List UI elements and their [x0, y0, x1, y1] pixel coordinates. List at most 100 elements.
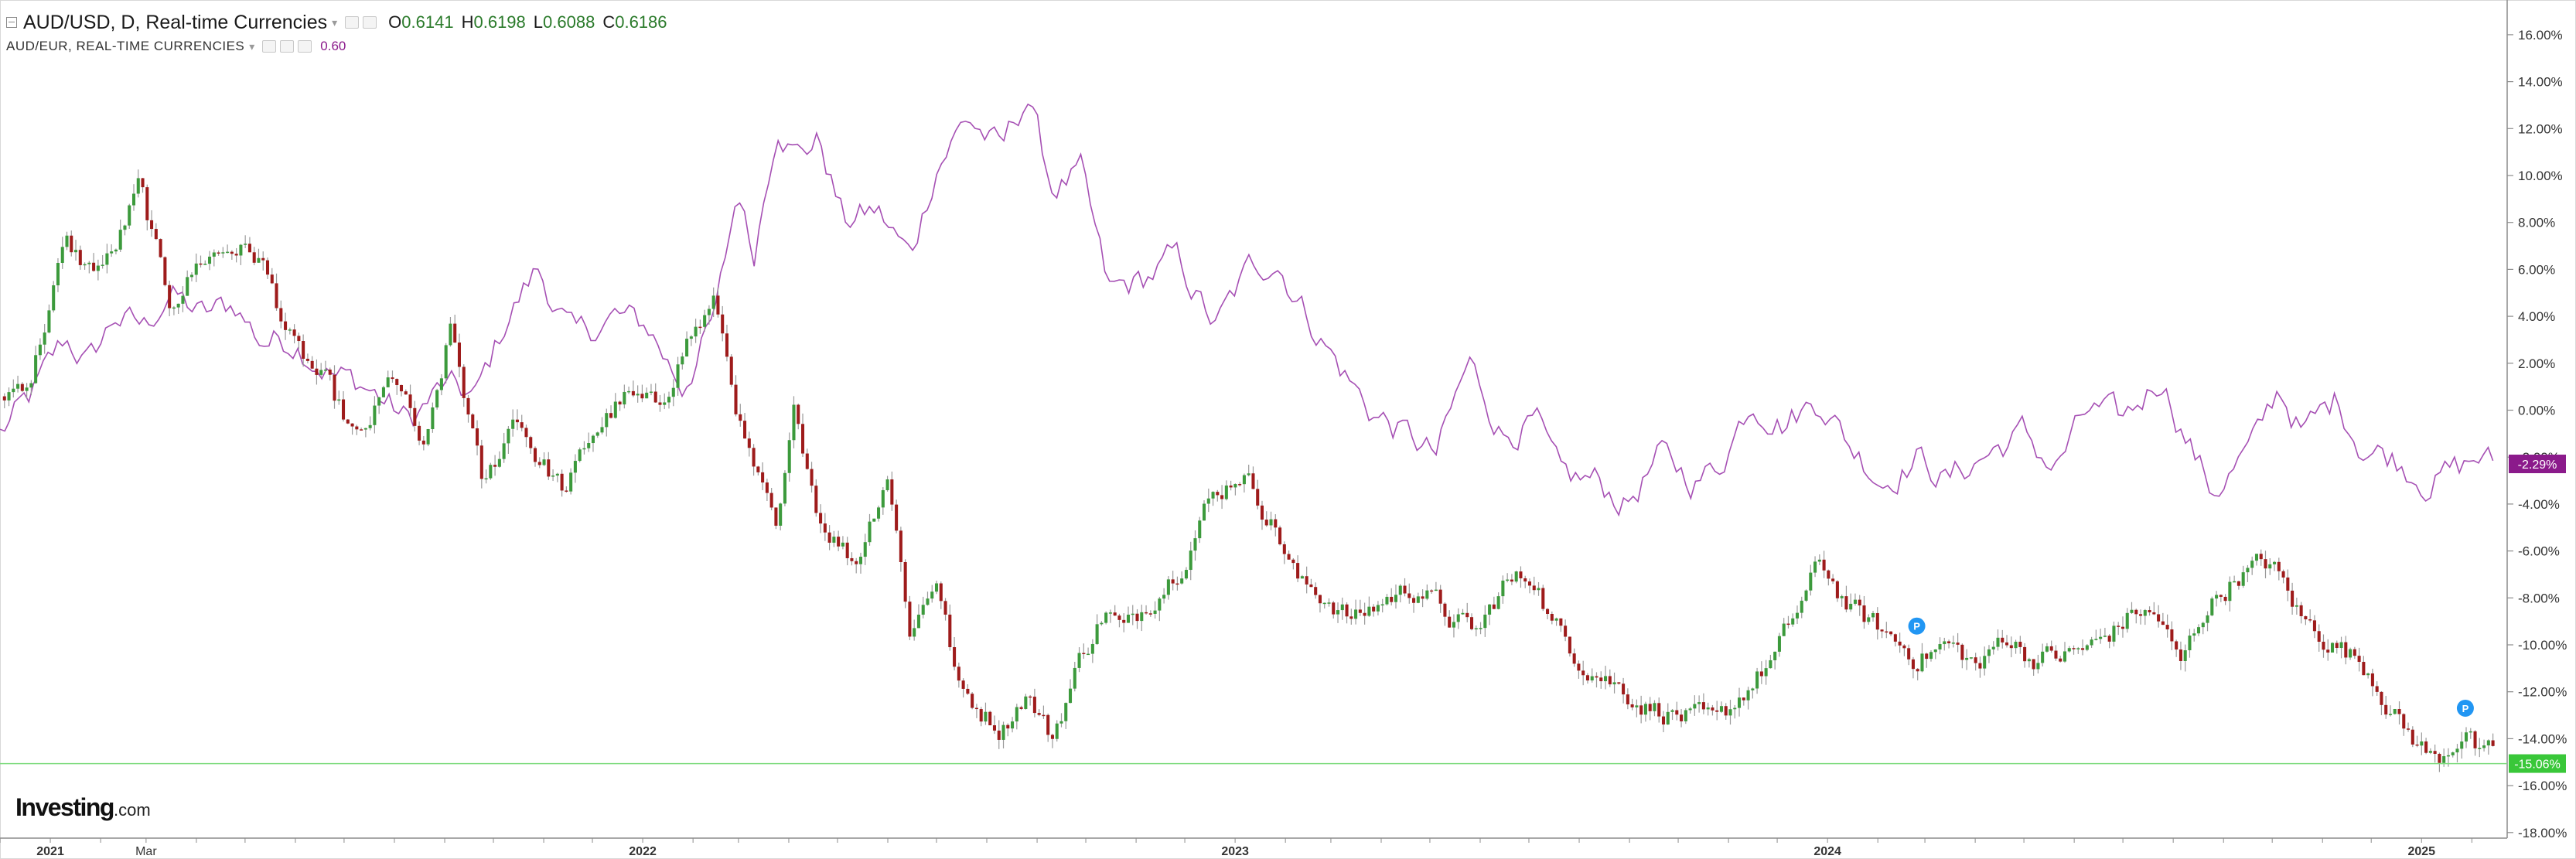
- candle-body: [1180, 578, 1184, 584]
- chevron-down-icon[interactable]: ▾: [249, 39, 255, 53]
- candle-body: [805, 453, 809, 469]
- candle-body: [2433, 751, 2437, 755]
- candle-body: [145, 187, 149, 220]
- candle-body: [2228, 581, 2232, 602]
- candle-body: [1068, 688, 1073, 704]
- candle-body: [404, 391, 408, 395]
- candle-body: [2322, 641, 2325, 650]
- candle-body: [1831, 578, 1835, 581]
- candle-body: [1438, 589, 1442, 604]
- candle-body: [2451, 752, 2455, 755]
- candle-body: [2357, 656, 2361, 663]
- event-marker-label: P: [2462, 703, 2469, 714]
- candle-body: [1786, 623, 1790, 626]
- candle-body: [2326, 649, 2330, 653]
- candle-body: [1974, 657, 1977, 663]
- candle-body: [2072, 648, 2076, 649]
- candle-body: [2384, 704, 2388, 715]
- candle-body: [627, 390, 631, 393]
- candle-body: [1755, 671, 1759, 689]
- candle-body: [1100, 622, 1104, 625]
- candle-body: [971, 694, 974, 708]
- candle-body: [2339, 642, 2343, 649]
- candle-body: [1622, 683, 1626, 695]
- candle-body: [449, 323, 452, 346]
- candlestick-series-aud-usd: [2, 169, 2495, 772]
- candle-body: [1220, 495, 1224, 499]
- symbol-title[interactable]: AUD/USD, D, Real-time Currencies: [23, 11, 328, 33]
- settings-icon[interactable]: [345, 16, 360, 29]
- candle-body: [1162, 595, 1166, 599]
- candle-body: [921, 605, 925, 615]
- event-marker[interactable]: [1908, 617, 1926, 635]
- candle-body: [649, 391, 653, 394]
- y-axis: 16.00% 14.00% 12.00% 10.00% 8.00% 6.00% 4.00% 2…: [2507, 28, 2567, 840]
- candle-body: [226, 251, 230, 254]
- candle-body: [1929, 652, 1933, 660]
- candle-body: [1247, 473, 1250, 476]
- candle-body: [1777, 636, 1781, 652]
- candle-body: [2059, 658, 2063, 662]
- compare-title[interactable]: AUD/EUR, REAL-TIME CURRENCIES: [6, 39, 245, 53]
- candle-body: [1666, 711, 1670, 724]
- legend-main-row[interactable]: AUD/USD, D, Real-time Currencies ▾ O 0.61…: [6, 9, 667, 36]
- candle-body: [2175, 641, 2179, 650]
- x-tick-label: 2024: [1813, 845, 1841, 858]
- candle-body: [399, 384, 404, 392]
- candle-body: [1309, 584, 1313, 588]
- candle-body: [1885, 631, 1888, 633]
- candle-body: [1546, 608, 1550, 614]
- candle-body: [47, 310, 51, 333]
- candle-body: [1862, 605, 1866, 622]
- candle-body: [2112, 626, 2116, 642]
- candle-body: [462, 366, 466, 398]
- candle-body: [1202, 503, 1206, 521]
- candle-body: [408, 394, 412, 408]
- candle-body: [1978, 663, 1982, 669]
- settings-icon[interactable]: [262, 40, 277, 53]
- hide-series-icon[interactable]: [363, 16, 377, 29]
- candle-body: [244, 244, 247, 245]
- candle-body: [395, 379, 399, 385]
- collapse-legend-icon[interactable]: [6, 17, 17, 28]
- candle-body: [1496, 596, 1500, 609]
- candle-body: [877, 507, 881, 519]
- chevron-down-icon[interactable]: ▾: [332, 15, 338, 29]
- candle-body: [885, 479, 889, 490]
- hide-series-icon[interactable]: [280, 40, 295, 53]
- candle-body: [234, 254, 238, 256]
- candle-body: [783, 472, 786, 504]
- candle-body: [176, 303, 180, 308]
- candle-body: [913, 628, 916, 637]
- candle-body: [431, 407, 435, 430]
- last-value-label: -15.06%: [2514, 758, 2561, 772]
- candle-body: [841, 542, 844, 547]
- candle-body: [1148, 613, 1152, 615]
- x-tick-label: 2021: [36, 845, 64, 858]
- candle-body: [1229, 485, 1233, 488]
- candle-body: [953, 647, 957, 667]
- candle-body: [547, 459, 551, 477]
- y-tick-label: 12.00%: [2518, 121, 2563, 136]
- candle-body: [2362, 662, 2366, 676]
- candle-body: [1175, 583, 1179, 585]
- candle-body: [2103, 636, 2107, 637]
- candle-body: [1987, 649, 1991, 656]
- event-marker[interactable]: [2456, 699, 2474, 717]
- candle-body: [1965, 657, 1969, 660]
- candle-body: [1242, 475, 1246, 485]
- candle-body: [1055, 723, 1059, 739]
- chart-legend: AUD/USD, D, Real-time Currencies ▾ O 0.61…: [6, 9, 667, 57]
- candle-body: [323, 370, 327, 371]
- compare-series-aud-eur: [0, 103, 2494, 517]
- candle-body: [1893, 634, 1897, 642]
- candle-body: [1590, 676, 1594, 681]
- event-markers[interactable]: PP: [1908, 617, 2474, 717]
- candle-body: [217, 252, 220, 254]
- legend-compare-row[interactable]: AUD/EUR, REAL-TIME CURRENCIES ▾ 0.60: [6, 36, 667, 57]
- candle-body: [1764, 668, 1768, 677]
- candle-body: [2299, 605, 2303, 616]
- remove-series-icon[interactable]: [298, 40, 312, 53]
- candle-body: [2032, 659, 2035, 670]
